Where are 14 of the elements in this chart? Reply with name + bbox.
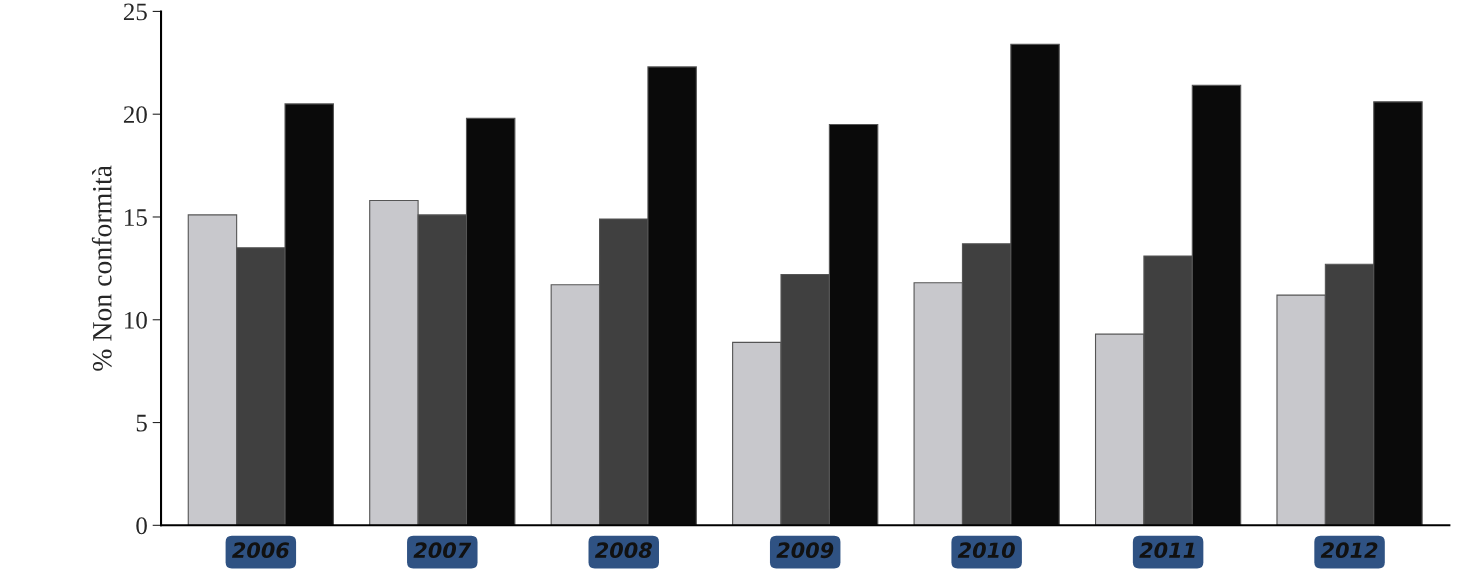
x-tick-label: 2008 [594, 542, 652, 559]
x-tick-label: 2011 [1139, 542, 1195, 559]
x-tick-label: 2009 [776, 542, 834, 559]
y-axis-title: % Non conformità [91, 165, 112, 371]
x-tick-label: 2012 [1320, 542, 1378, 559]
y-tick-label: 20 [123, 106, 147, 124]
x-tick-label: 2010 [957, 542, 1015, 559]
y-tick-label: 0 [136, 517, 147, 535]
y-tick-label: 15 [125, 209, 147, 226]
y-tick-label: 5 [136, 414, 147, 432]
x-tick-label: 2007 [413, 542, 472, 559]
y-tick-label: 10 [125, 311, 147, 329]
x-tick-label: 2006 [232, 542, 290, 559]
y-tick-label: 25 [123, 3, 147, 21]
